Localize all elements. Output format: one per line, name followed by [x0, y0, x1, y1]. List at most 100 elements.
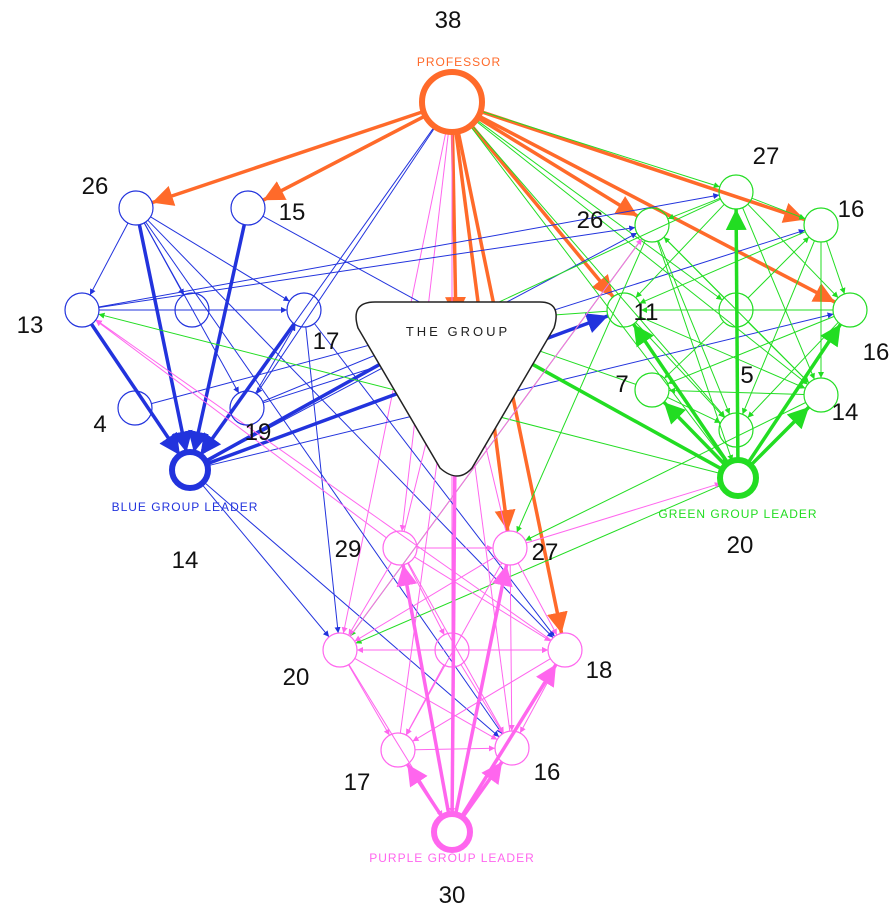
the-group-shape — [355, 301, 557, 477]
edge-b13-to-bl — [90, 323, 182, 457]
node-circle-gl — [717, 457, 759, 499]
node-p29: 29 — [335, 530, 418, 566]
edge-g27-to-g16a — [751, 197, 806, 220]
edge-gmid-to-g16a — [747, 236, 810, 299]
edge-p29-to-p20 — [348, 562, 392, 636]
edge-g11-to-g5 — [635, 322, 725, 418]
node-number-p16: 16 — [534, 759, 561, 786]
edge-prof-to-g11 — [469, 123, 615, 299]
node-number-g11: 11 — [634, 299, 659, 326]
node-circle-p18 — [547, 632, 583, 668]
edge-pl-to-p27 — [453, 564, 513, 815]
node-circle-g26 — [634, 207, 670, 243]
edge-p17-to-p16 — [414, 745, 496, 752]
node-number-p20: 20 — [283, 664, 310, 691]
edge-prof-to-g14 — [475, 120, 809, 385]
edge-p27-to-p16 — [508, 564, 515, 732]
edge-g11-to-g14 — [639, 316, 806, 389]
node-circle-p27 — [492, 530, 528, 566]
edge-p29-to-p18 — [414, 556, 551, 642]
edge-b19-to-b17 — [255, 324, 296, 394]
edge-g27-to-g11 — [635, 203, 725, 299]
node-circle-b15 — [230, 190, 266, 226]
edge-p27-to-gl — [526, 482, 721, 544]
edge-gl-to-g14 — [749, 405, 811, 467]
node-p20: 20 — [283, 632, 358, 691]
node-role-pl: PURPLE GROUP LEADER — [369, 851, 535, 865]
node-circle-p16 — [494, 730, 530, 766]
edge-g26-to-g5 — [657, 240, 731, 415]
node-gl: 20 GREEN GROUP LEADER — [658, 457, 817, 559]
node-pmid — [434, 632, 470, 668]
node-number-gl: 20 — [727, 532, 754, 559]
edge-p27-to-p18 — [517, 562, 558, 636]
edge-prof-to-g16a — [479, 109, 806, 223]
node-circle-p29 — [382, 530, 418, 566]
node-circle-b13 — [64, 292, 100, 328]
edge-g27-to-g16b — [747, 203, 839, 299]
node-g5: 5 — [718, 362, 754, 448]
the-group-label: THE GROUP — [406, 324, 510, 339]
node-p27: 27 — [492, 530, 559, 566]
edge-pl-to-p16 — [461, 760, 504, 819]
edge-p29-to-b13 — [95, 319, 387, 539]
node-p18: 18 — [547, 632, 613, 684]
edge-b26-to-p16 — [145, 221, 503, 735]
edge-b26-to-b13 — [89, 222, 129, 296]
edge-prof-to-center — [445, 131, 467, 319]
node-bmid — [174, 292, 210, 328]
edge-b13-to-g27 — [98, 193, 720, 308]
node-number-p18: 18 — [586, 657, 613, 684]
node-circle-g7 — [634, 372, 670, 408]
nodes-layer: 38 PROFESSOR 26 15 13 17 4 19 14 BLUE GROUP LEADE… — [17, 7, 890, 907]
node-number-p27: 27 — [532, 539, 559, 566]
edge-prof-to-g5 — [471, 124, 726, 418]
edge-p18-to-b13 — [95, 319, 552, 641]
edge-g7-to-g5 — [667, 396, 721, 424]
node-circle-g14 — [803, 377, 839, 413]
edge-g16a-to-g16b — [826, 240, 846, 295]
node-b17: 17 — [286, 292, 339, 355]
edge-g16b-to-g7 — [667, 315, 835, 385]
node-circle-gmid — [718, 292, 754, 328]
node-number-b26: 26 — [82, 173, 109, 200]
node-circle-g16b — [832, 292, 868, 328]
node-circle-b4 — [117, 390, 153, 426]
edge-bl-to-p16 — [203, 481, 500, 738]
node-circle-b19 — [229, 390, 265, 426]
edge-b13-to-g26 — [98, 225, 636, 308]
edge-gmid-to-g26 — [663, 236, 725, 299]
node-number-b13: 13 — [17, 312, 44, 339]
node-number-p17: 17 — [344, 769, 371, 796]
node-circle-p17 — [380, 732, 416, 768]
node-number-g26: 26 — [577, 207, 604, 234]
edge-prof-to-b19 — [256, 126, 436, 395]
node-circle-g16a — [803, 207, 839, 243]
edge-prof-to-g26 — [476, 116, 639, 218]
edge-gmid-to-g7 — [663, 321, 725, 379]
node-circle-bmid — [174, 292, 210, 328]
node-role-bl: BLUE GROUP LEADER — [112, 500, 259, 514]
node-g26: 26 — [577, 207, 670, 243]
node-b13: 13 — [17, 292, 100, 339]
edge-g27-to-center — [459, 198, 721, 321]
node-circle-bl — [169, 449, 211, 491]
edge-g26-to-gl — [657, 240, 734, 462]
node-g11: 11 — [606, 292, 659, 328]
edge-prof-to-b15 — [262, 114, 427, 202]
edge-gl-to-g7 — [662, 400, 727, 467]
edge-gl-to-p20 — [355, 484, 722, 644]
edge-p18-to-p17 — [412, 658, 551, 742]
edge-gl-to-g27 — [725, 208, 747, 461]
edge-b26-to-b19 — [143, 222, 240, 394]
edge-g16b-to-g5 — [747, 321, 839, 419]
edge-p20-to-pl — [348, 664, 444, 817]
edge-p27-to-p17 — [405, 562, 503, 736]
edge-pl-to-p17 — [405, 763, 444, 818]
node-circle-p20 — [322, 632, 358, 668]
edge-pmid-to-p16 — [460, 664, 504, 734]
edge-g16a-to-g11 — [639, 231, 806, 304]
edge-prof-to-b26 — [151, 109, 425, 206]
edge-b17-to-p20 — [305, 326, 341, 634]
node-b4: 4 — [93, 390, 153, 438]
